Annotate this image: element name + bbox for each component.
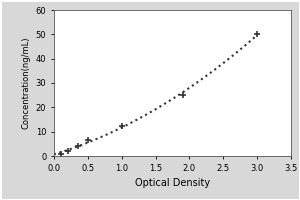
X-axis label: Optical Density: Optical Density xyxy=(135,178,210,188)
Y-axis label: Concentration(ng/mL): Concentration(ng/mL) xyxy=(21,37,30,129)
